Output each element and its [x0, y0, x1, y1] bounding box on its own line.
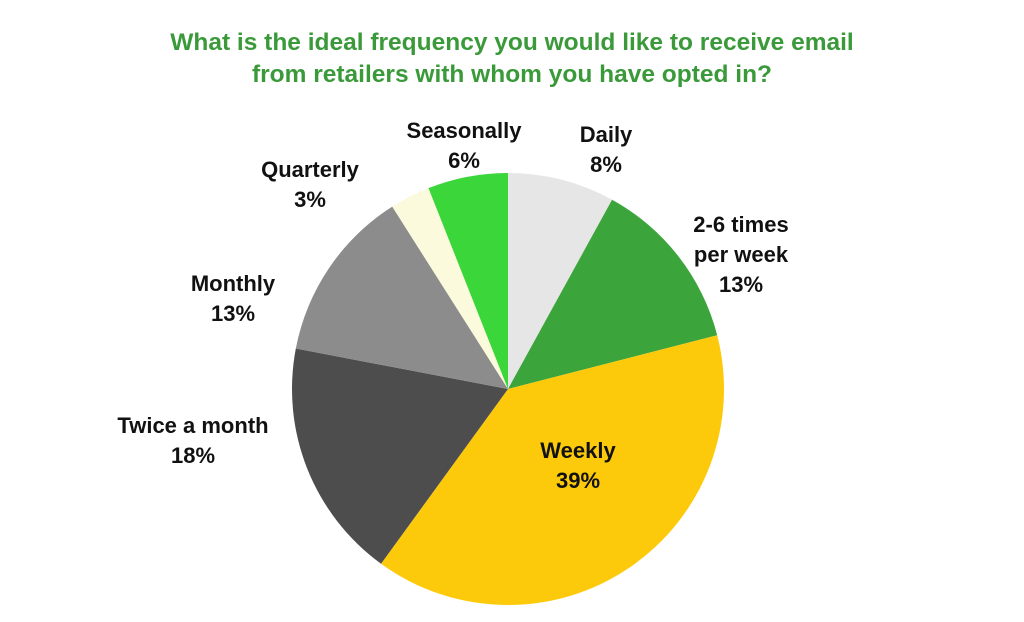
- label-2-6-times-per-week: 2-6 times per week 13%: [693, 212, 789, 297]
- label-monthly: Monthly 13%: [190, 271, 276, 326]
- pie-slice-twice-a-month: [292, 348, 508, 564]
- label-twice-a-month: Twice a month 18%: [117, 413, 269, 468]
- label-seasonally: Seasonally 6%: [406, 118, 522, 173]
- chart-title-line-1: What is the ideal frequency you would li…: [170, 29, 854, 56]
- label-daily: Daily 8%: [579, 122, 633, 177]
- pie-slice-daily: [508, 173, 613, 389]
- pie-slice-2-6-times-per-week: [508, 199, 718, 389]
- chart-title: What is the ideal frequency you would li…: [0, 27, 1024, 91]
- label-quarterly: Quarterly 3%: [261, 157, 359, 212]
- pie-slice-quarterly: [392, 188, 508, 389]
- pie-slice-monthly: [295, 206, 508, 389]
- chart-title-line-2: from retailers with whom you have opted …: [251, 61, 772, 88]
- label-weekly: Weekly 39%: [540, 438, 616, 493]
- pie-slice-seasonally: [428, 173, 508, 389]
- pie-slice-weekly: [381, 335, 724, 605]
